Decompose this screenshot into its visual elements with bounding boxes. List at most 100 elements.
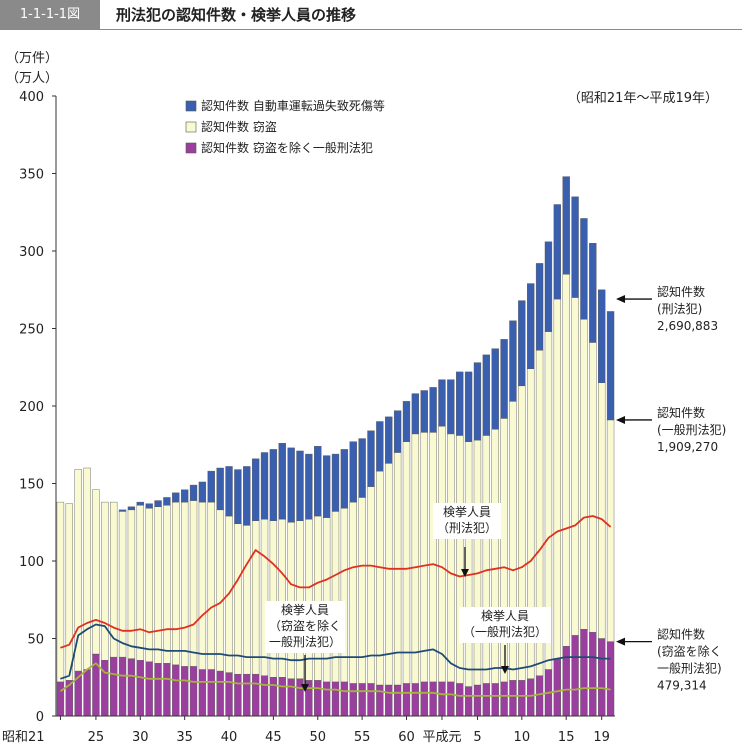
bar-segment [491,683,499,717]
bar-segment [385,463,393,686]
legend-swatch [185,142,197,154]
bar-segment [464,441,473,687]
bar-segment [118,509,127,512]
bar-segment [464,686,473,717]
x-tick-label: 60 [398,730,415,745]
bar-segment [376,684,384,717]
bar-segment [216,467,224,511]
bar-segment [331,453,340,512]
x-tick-label: 昭和21 [2,730,45,745]
end-label-text: 一般刑法犯) [657,661,722,676]
bar-segment [216,509,224,672]
bar-segment [287,447,295,523]
bar-segment [456,435,464,684]
x-tick-label: 平成元 [422,730,461,745]
bar-segment [234,469,242,524]
bar-segment [349,683,357,717]
y-tick-label: 150 [19,478,44,493]
bar-segment [482,435,491,684]
y-tick-label: 50 [27,633,44,648]
bar-segment [500,681,508,717]
bar-segment [136,501,144,506]
bar-segment [305,453,313,520]
x-tick-label: 25 [88,730,105,745]
bar-segment [110,501,118,658]
end-label-text: (一般刑法犯) [657,422,726,437]
bar-segment [243,466,251,526]
bar-segment [278,677,286,717]
bar-segment [456,371,464,436]
bar-segment [118,511,127,658]
bar-segment [367,486,375,684]
end-label-arrow-head [616,295,626,304]
legend-label: 認知件数 窃盗 [201,119,277,134]
bar-segment [349,441,357,503]
bar-segment [287,522,295,680]
bar-segment [420,432,428,683]
annotation-label: 検挙人員 [481,609,529,623]
end-label-arrow-head [616,637,626,646]
bar-segment [589,243,597,343]
bar-segment [314,446,322,517]
bar-segment [260,452,269,520]
bar-segment [322,455,331,518]
legend-label: 認知件数 窃盗を除く一般刑法犯 [201,140,373,155]
annotation-label: （刑法犯） [437,521,497,535]
bar-segment [385,416,393,464]
bar-segment [571,297,579,636]
bar-segment [172,501,180,666]
bar-segment [562,176,570,275]
annotation-label: 検挙人員 [443,505,491,519]
y-tick-label: 350 [19,168,44,183]
bar-segment [553,658,561,717]
bar-segment [145,503,153,509]
y-axis: 0 50 100 150 200 250 300 350 400 [19,90,57,725]
legend-swatch [185,100,197,112]
bar-segment [278,443,286,520]
bar-segment [589,632,597,717]
bar-segment [145,508,153,662]
bar-segment [154,663,162,717]
x-tick-label: 5 [473,730,481,745]
bar-segment [269,677,278,717]
bar-segment [225,466,233,517]
bar-segment [145,661,153,717]
bars [56,176,615,717]
bar-segment [438,379,446,427]
bar-segment [580,629,588,717]
bar-segment [535,263,544,351]
bar-segment [527,678,535,717]
annotation-label: 一般刑法犯） [269,634,341,649]
bar-segment [358,438,366,498]
x-tick-label: 35 [176,730,193,745]
bar-segment [491,429,499,684]
end-label-arrow-head [616,415,626,424]
bar-segment [473,362,482,441]
figure-number: 1-1-1-1図 [0,0,100,30]
bar-segment [163,663,171,717]
y-unit-label: （万件） （万人） [6,51,58,86]
bar-segment [136,660,144,717]
bar-segment [243,673,251,717]
end-labels: 認知件数 (刑法犯) 2,690,883 認知件数 (一般刑法犯) 1,909,270 認知… [616,284,726,693]
bar-segment [606,419,615,642]
annotation-label: （窃盗を除く [269,618,341,633]
bar-segment [420,390,428,433]
bar-segment [225,672,233,717]
bar-segment [473,684,482,717]
annotation-arrow-head [501,666,509,674]
bar-segment [509,680,517,717]
x-tick-label: 19 [593,730,610,745]
x-tick-label: 10 [514,730,531,745]
y-tick-label: 0 [36,710,44,725]
annotation-label: 検挙人員 [281,603,329,617]
bar-segment [92,489,100,655]
end-label-text: 2,690,883 [657,319,718,333]
legend-label: 認知件数 自動車運転過失致死傷等 [201,98,385,113]
bar-segment [207,669,215,717]
y-tick-label: 200 [19,400,44,415]
bar-segment [180,501,189,667]
bar-segment [314,680,322,717]
bar-segment [340,508,349,683]
